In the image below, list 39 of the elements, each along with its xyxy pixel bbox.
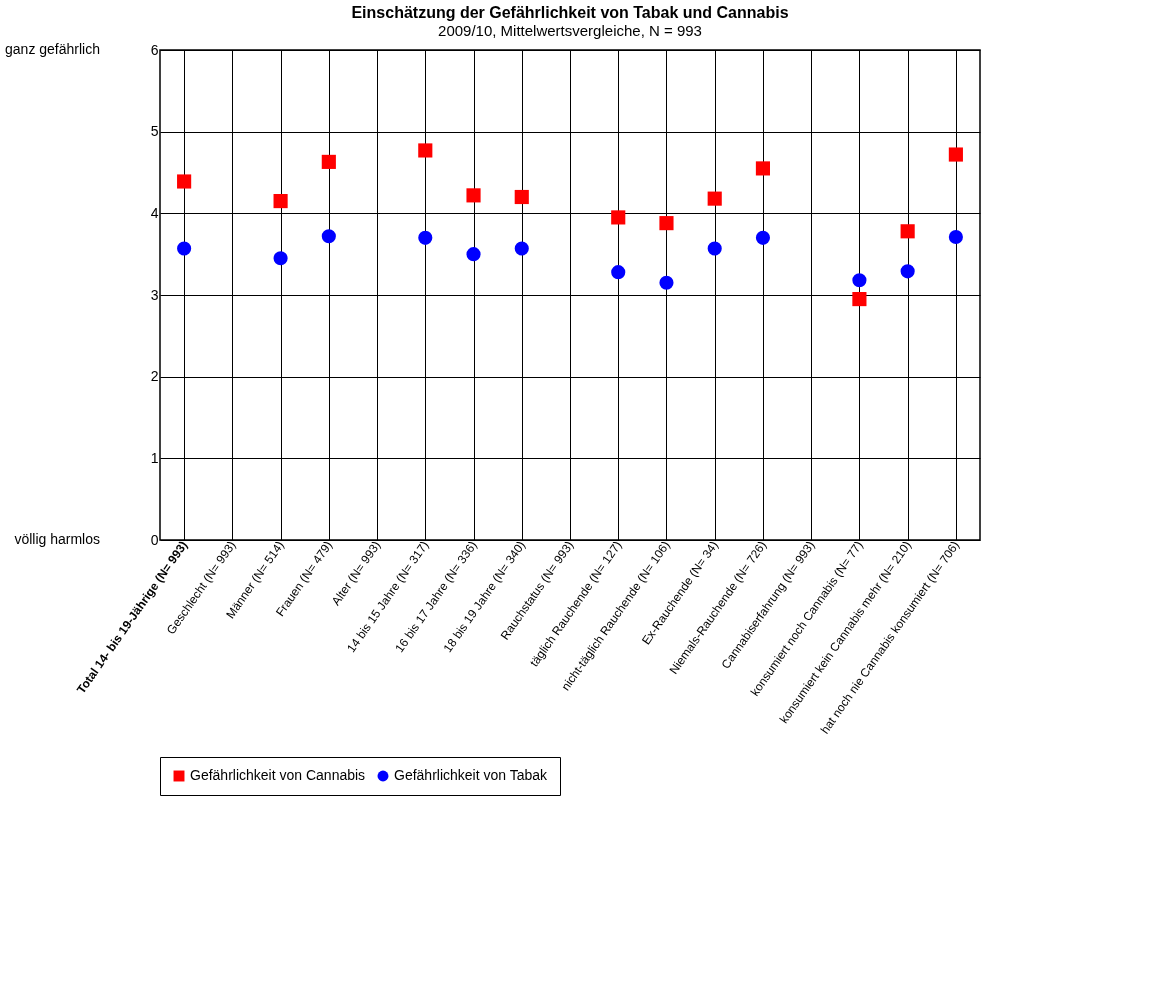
chart-title: Einschätzung der Gefährlichkeit von Tabak und Cannabis xyxy=(351,4,789,21)
point xyxy=(177,241,192,256)
text: ganz gefährlich xyxy=(5,41,100,57)
point xyxy=(466,188,481,203)
y-tick-label: 5 xyxy=(150,123,159,140)
point xyxy=(948,147,963,162)
point xyxy=(514,241,529,256)
point xyxy=(948,229,963,245)
point xyxy=(707,241,722,256)
chart-subtitle: 2009/10, Mittelwertsvergleiche, N = 993 xyxy=(438,22,702,39)
point xyxy=(177,174,192,189)
point xyxy=(755,230,771,245)
point xyxy=(755,161,771,176)
point xyxy=(852,273,867,288)
y-tick-label: 3 xyxy=(150,286,159,303)
legend-label: Gefährlichkeit von Cannabis xyxy=(190,767,366,783)
y-tick-label: 0 xyxy=(150,531,159,548)
point xyxy=(418,230,433,245)
point xyxy=(321,229,336,244)
point xyxy=(273,251,288,266)
y-tick-label: 6 xyxy=(150,41,159,58)
point xyxy=(611,210,626,225)
point xyxy=(466,247,481,262)
legend-label: Gefährlichkeit von Tabak xyxy=(394,767,549,783)
y-tick-label: 4 xyxy=(150,204,159,221)
point xyxy=(273,194,288,209)
point xyxy=(321,154,336,169)
point xyxy=(900,224,915,239)
point xyxy=(418,143,433,158)
point xyxy=(659,275,674,290)
point xyxy=(707,191,722,206)
point xyxy=(611,265,626,280)
y-tick-label: 1 xyxy=(150,449,159,466)
point xyxy=(514,189,529,205)
point xyxy=(659,216,674,231)
point xyxy=(900,264,915,279)
text: völlig harmlos xyxy=(14,531,100,547)
y-tick-label: 2 xyxy=(150,368,159,385)
point xyxy=(852,292,867,307)
